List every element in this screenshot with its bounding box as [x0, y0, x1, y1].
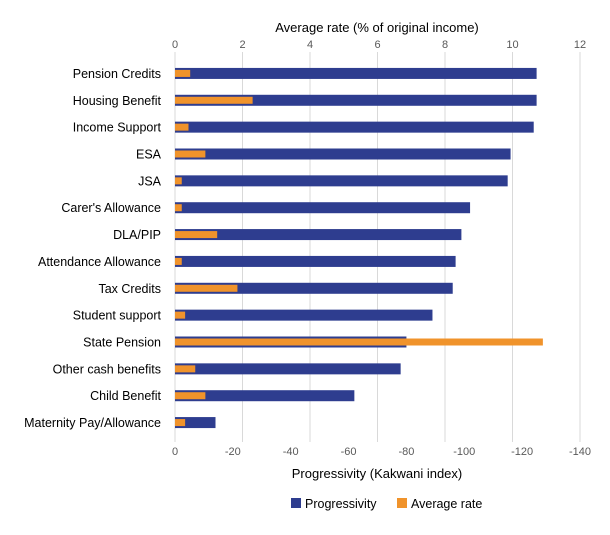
- bar-average-rate: [175, 257, 182, 265]
- category-label: Other cash benefits: [53, 362, 161, 376]
- bottom-tick-label: -40: [283, 446, 299, 458]
- top-axis-title: Average rate (% of original income): [275, 20, 479, 35]
- top-tick-label: 10: [506, 39, 518, 51]
- top-tick-label: 8: [442, 39, 448, 51]
- bar-average-rate: [175, 123, 189, 131]
- category-label: ESA: [136, 148, 162, 162]
- category-labels: Pension Credits Housing Benefit Income Sup…: [24, 67, 162, 430]
- bar-progressivity: [175, 282, 453, 294]
- bar-progressivity: [175, 94, 537, 106]
- bottom-tick-label: -140: [569, 446, 591, 458]
- gridlines: [174, 52, 581, 442]
- bottom-tick-label: -80: [398, 446, 414, 458]
- legend-swatch-average-rate: [397, 498, 407, 508]
- top-tick-label: 6: [374, 39, 380, 51]
- bottom-axis-ticks: 0 -20 -40 -60 -80 -100 -120 -140: [172, 446, 591, 458]
- legend-label-average-rate: Average rate: [411, 497, 482, 511]
- bar-average-rate: [175, 419, 186, 427]
- bar-progressivity: [175, 390, 355, 402]
- bar-progressivity: [175, 229, 462, 241]
- bar-average-rate: [175, 284, 238, 292]
- bar-average-rate: [175, 204, 182, 212]
- bottom-tick-label: -120: [511, 446, 533, 458]
- top-tick-label: 12: [574, 39, 586, 51]
- bar-average-rate: [175, 150, 206, 158]
- bottom-tick-label: 0: [172, 446, 178, 458]
- bar-progressivity: [175, 309, 433, 321]
- bar-progressivity: [175, 121, 534, 133]
- top-tick-label: 4: [307, 39, 313, 51]
- top-tick-label: 0: [172, 39, 178, 51]
- category-label: Tax Credits: [98, 282, 161, 296]
- bar-average-rate: [175, 338, 543, 346]
- bottom-axis-title: Progressivity (Kakwani index): [292, 466, 463, 481]
- category-label: State Pension: [83, 336, 161, 350]
- bar-average-rate: [175, 69, 191, 77]
- legend-label-progressivity: Progressivity: [305, 497, 377, 511]
- bottom-tick-label: -20: [225, 446, 241, 458]
- category-label: Housing Benefit: [73, 94, 162, 108]
- bar-progressivity: [175, 255, 456, 267]
- bar-average-rate: [175, 231, 218, 239]
- category-label: Attendance Allowance: [38, 255, 161, 269]
- legend: Progressivity Average rate: [291, 497, 482, 511]
- bar-progressivity: [175, 67, 537, 79]
- category-label: Student support: [73, 309, 162, 323]
- bar-progressivity: [175, 148, 511, 160]
- bar-progressivity: [175, 417, 216, 429]
- bar-average-rate: [175, 365, 196, 373]
- category-label: Carer's Allowance: [61, 201, 161, 215]
- top-axis-ticks: 0 2 4 6 8 10 12: [172, 39, 586, 51]
- bar-average-rate: [175, 177, 182, 185]
- bar-progressivity: [175, 175, 508, 187]
- bar-progressivity: [175, 363, 401, 375]
- category-label: DLA/PIP: [113, 228, 161, 242]
- bar-average-rate: [175, 96, 253, 104]
- category-label: Maternity Pay/Allowance: [24, 416, 161, 430]
- category-label: Child Benefit: [90, 389, 161, 403]
- bottom-tick-label: -100: [453, 446, 475, 458]
- bar-average-rate: [175, 392, 206, 400]
- bottom-tick-label: -60: [341, 446, 357, 458]
- bar-average-rate: [175, 311, 186, 319]
- top-tick-label: 2: [239, 39, 245, 51]
- category-label: Pension Credits: [73, 67, 161, 81]
- category-label: JSA: [138, 174, 162, 188]
- category-label: Income Support: [73, 121, 162, 135]
- legend-swatch-progressivity: [291, 498, 301, 508]
- progressivity-series: [175, 67, 537, 429]
- bar-progressivity: [175, 202, 471, 214]
- average-rate-series: [175, 69, 543, 427]
